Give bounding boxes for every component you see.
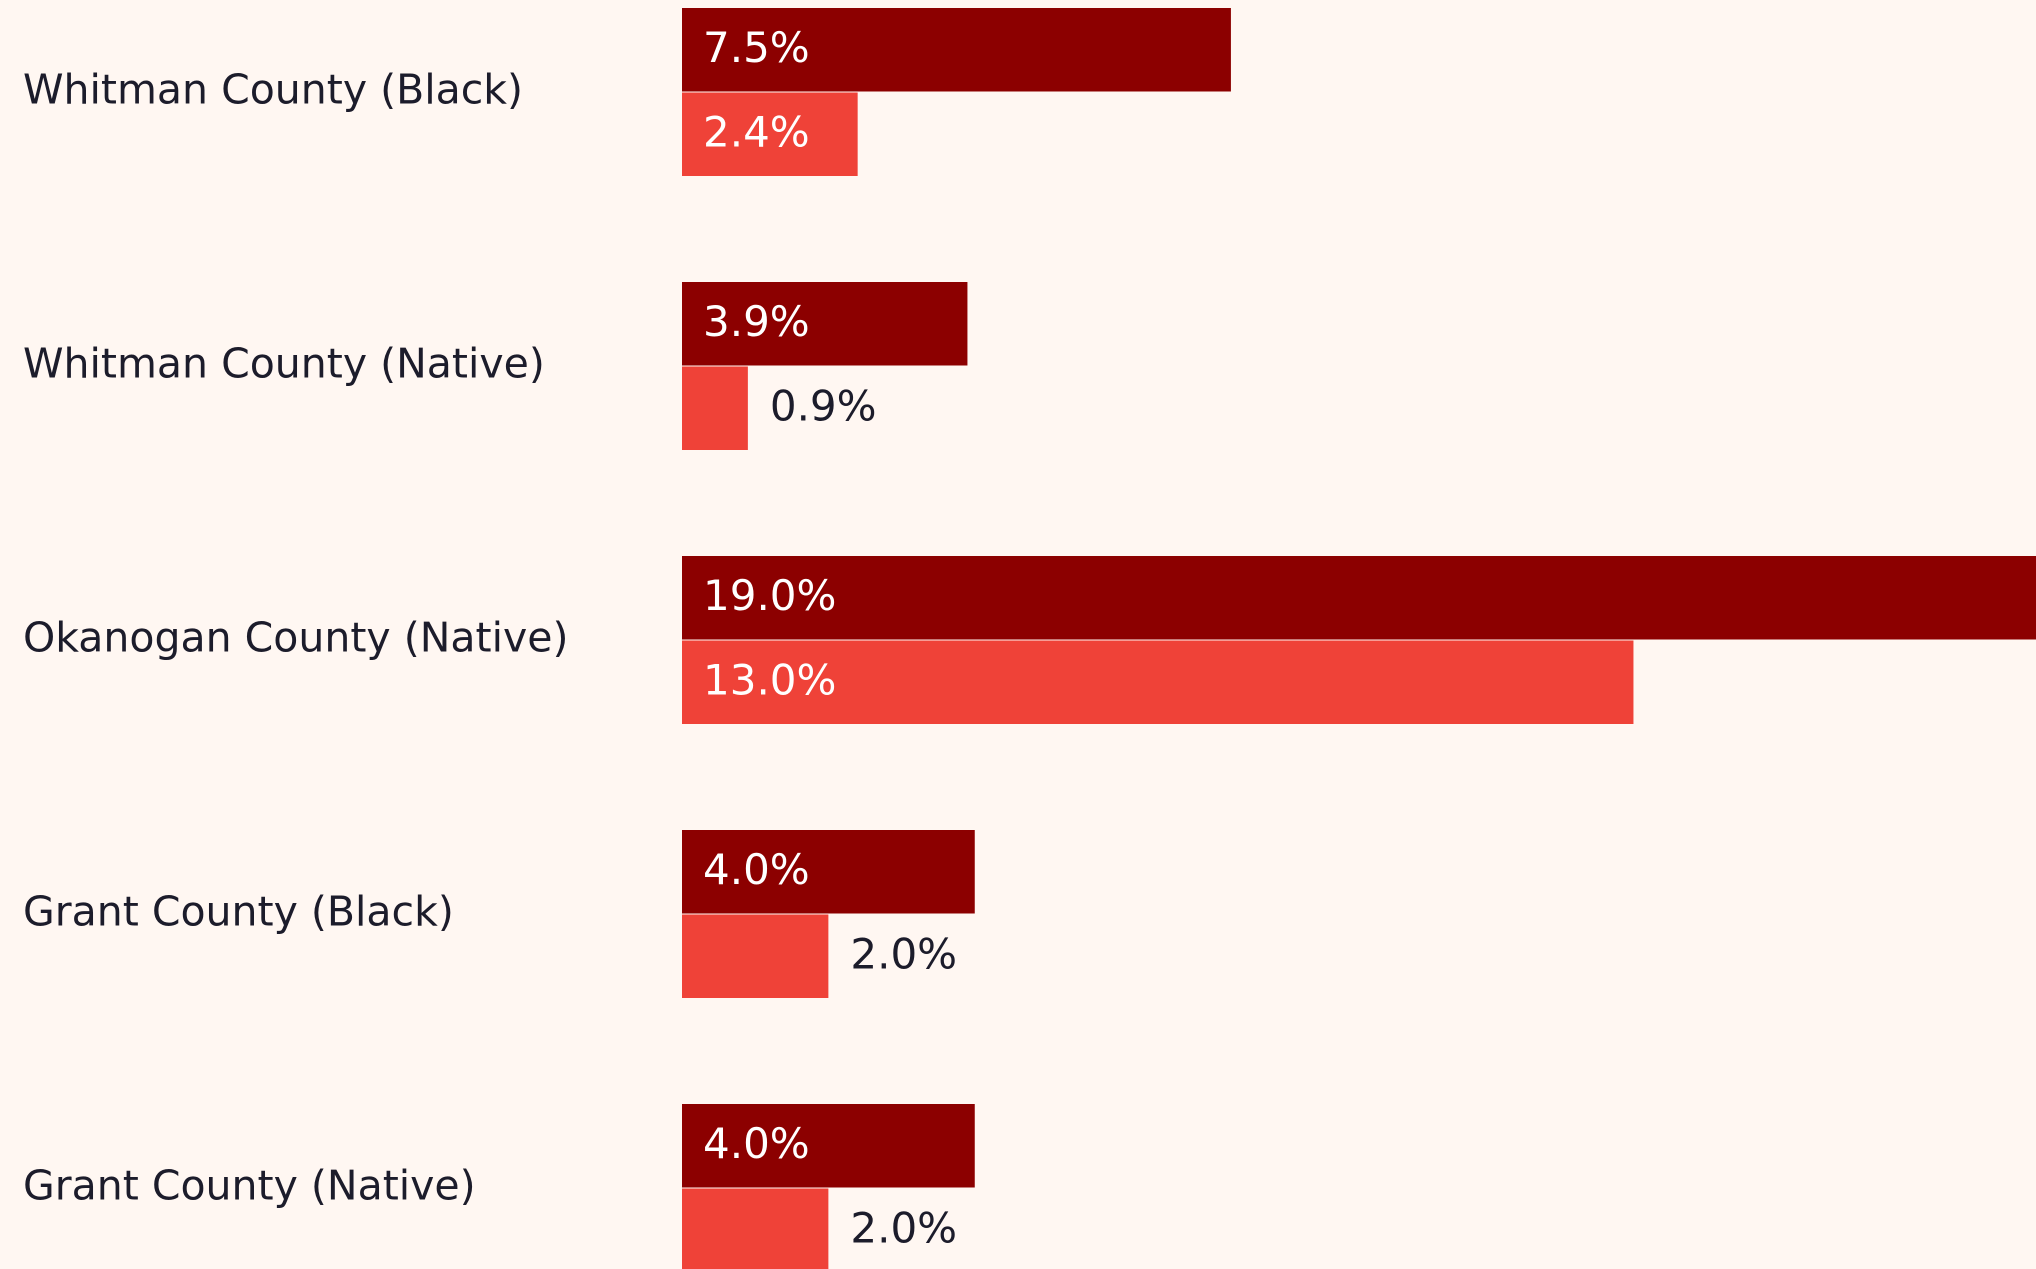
bar: [682, 92, 858, 176]
bar: [682, 366, 748, 450]
bar: [682, 1104, 975, 1188]
value-label: 4.0%: [703, 845, 810, 894]
category-label: Okanogan County (Native): [23, 614, 568, 662]
bar: [682, 914, 829, 998]
value-label: 2.4%: [703, 107, 810, 156]
bar: [682, 556, 2036, 640]
category-label: Whitman County (Black): [23, 66, 523, 114]
category-label: Grant County (Black): [23, 888, 454, 936]
category-label: Grant County (Native): [23, 1162, 476, 1210]
bar: [682, 8, 1231, 92]
bar: [682, 830, 975, 914]
value-label: 7.5%: [703, 23, 810, 72]
category-label: Whitman County (Native): [23, 340, 545, 388]
bar: [682, 640, 1634, 724]
value-label: 2.0%: [850, 929, 957, 978]
value-label: 3.9%: [703, 297, 810, 346]
bar: [682, 282, 968, 366]
bar: [682, 1188, 829, 1269]
value-label: 2.0%: [850, 1203, 957, 1252]
value-label: 19.0%: [703, 571, 836, 620]
value-label: 13.0%: [703, 655, 836, 704]
value-label: 4.0%: [703, 1119, 810, 1168]
value-label: 0.9%: [770, 381, 877, 430]
